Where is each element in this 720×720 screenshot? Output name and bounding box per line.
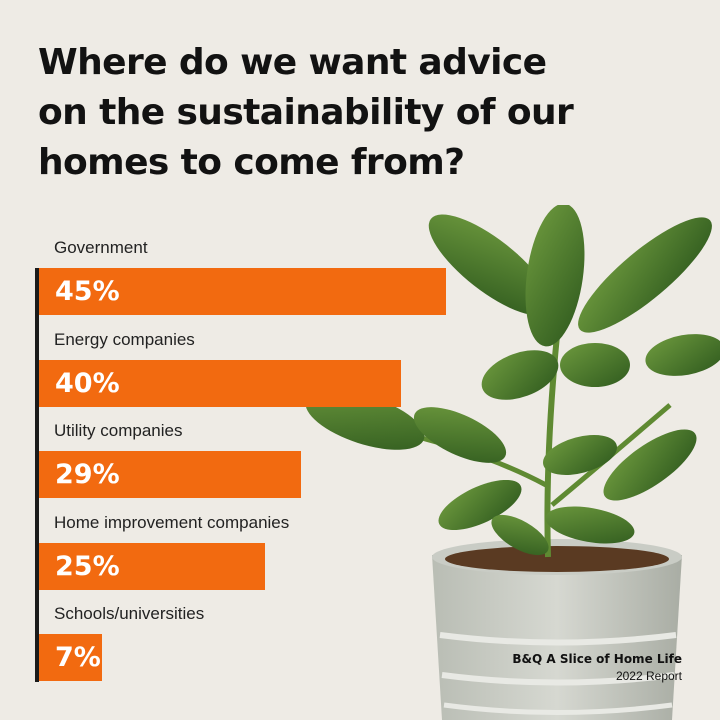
footer-year: 2022 Report [615,669,682,683]
bar [39,451,301,498]
bar [39,268,446,315]
value-label: 7% [55,642,101,673]
bar [39,634,102,681]
category-label: Energy companies [54,329,195,349]
footer-credit: B&Q A Slice of Home Life 2022 Report [512,651,682,685]
bar [39,359,401,407]
footer-source: B&Q A Slice of Home Life [512,652,682,666]
title-line: Where do we want advice [38,42,547,83]
title-line: on the sustainability of our [38,92,574,133]
value-label: 25% [55,550,120,582]
value-label: 40% [55,367,120,399]
category-label: Government [54,238,148,257]
title-line: homes to come from? [38,142,465,183]
category-label: Schools/universities [54,604,205,623]
potted-plant-image [305,205,720,720]
value-label: 45% [55,276,120,307]
value-label: 29% [55,459,120,490]
chart-axis-line [35,268,39,682]
category-label: Utility companies [54,421,183,440]
category-label: Home improvement companies [54,512,290,532]
bar [39,542,265,590]
chart-title: Where do we want advice on the sustainab… [38,38,638,188]
